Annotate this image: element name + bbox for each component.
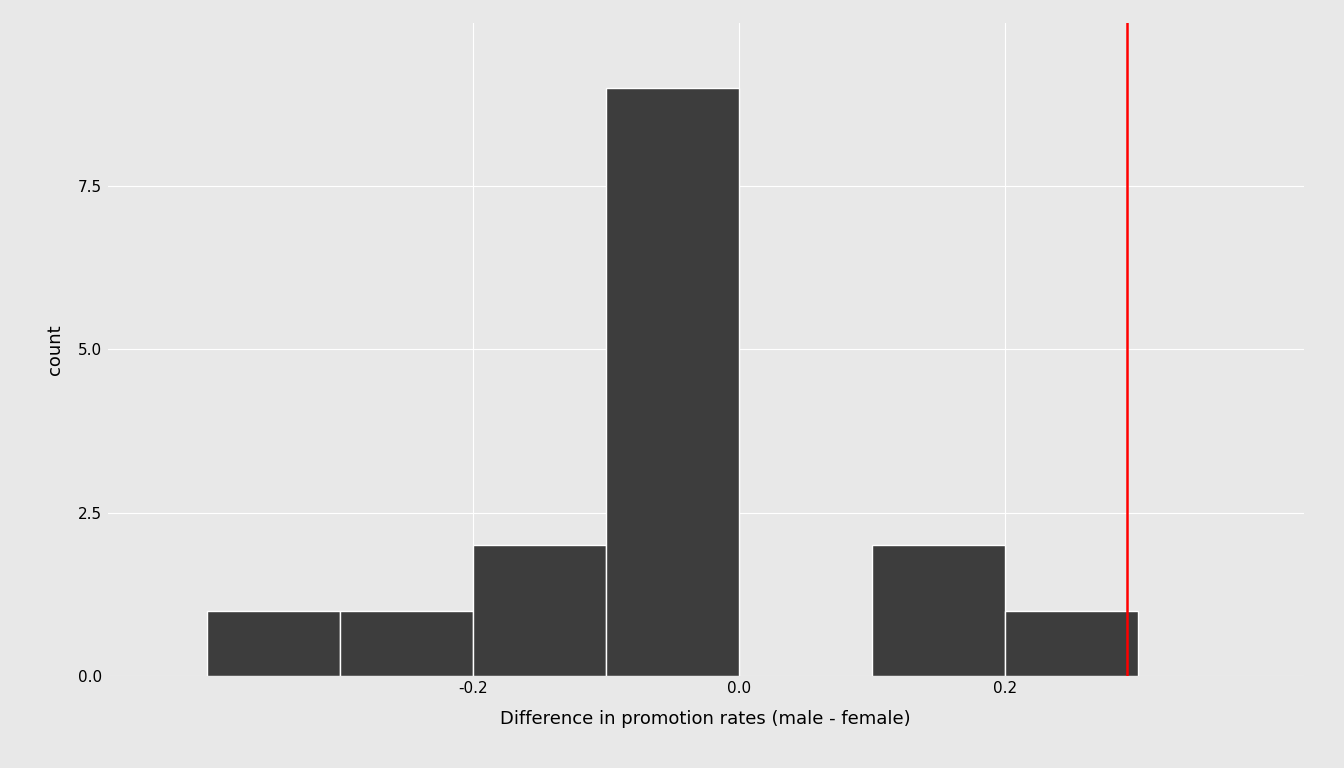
X-axis label: Difference in promotion rates (male - female): Difference in promotion rates (male - fe…: [500, 710, 911, 728]
Bar: [1005, 611, 1137, 676]
Bar: [207, 611, 340, 676]
Bar: [473, 545, 606, 676]
Y-axis label: count: count: [46, 324, 65, 375]
Bar: [606, 88, 739, 676]
Bar: [340, 611, 473, 676]
Bar: [872, 545, 1005, 676]
